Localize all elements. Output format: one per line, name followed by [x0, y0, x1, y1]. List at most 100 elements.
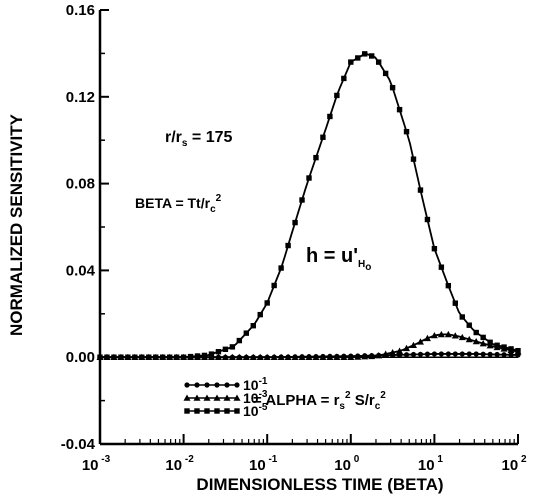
- x-tick-label: 10 2: [501, 454, 526, 474]
- data-point: [487, 339, 493, 345]
- legend-marker: [203, 394, 211, 401]
- legend-marker: [214, 382, 220, 388]
- x-tick-label: 10 -3: [82, 454, 111, 474]
- data-point: [501, 344, 507, 350]
- data-point: [320, 134, 326, 140]
- y-tick-label: 0.00: [66, 349, 95, 366]
- legend-marker: [184, 382, 190, 388]
- data-point: [242, 353, 250, 360]
- data-point: [361, 353, 369, 360]
- data-point: [445, 282, 452, 289]
- x-tick-label: 10 -1: [249, 454, 278, 474]
- data-point: [396, 347, 404, 354]
- legend-marker: [193, 394, 201, 401]
- data-point: [445, 351, 451, 357]
- data-point: [285, 242, 291, 249]
- legend-marker: [184, 408, 190, 414]
- legend-marker: [214, 408, 220, 414]
- data-point: [501, 352, 507, 358]
- data-point: [347, 353, 355, 360]
- data-point: [263, 353, 271, 360]
- data-point: [410, 156, 417, 162]
- data-point: [208, 351, 215, 357]
- legend-marker: [204, 408, 210, 414]
- data-point: [480, 351, 486, 357]
- data-point: [508, 352, 514, 358]
- data-point: [299, 197, 305, 203]
- data-point: [424, 351, 431, 357]
- data-point: [437, 330, 445, 338]
- x-axis-title: DIMENSIONLESS TIME (BETA): [196, 475, 443, 494]
- data-point: [292, 219, 298, 226]
- data-point: [166, 354, 173, 360]
- data-point: [341, 75, 347, 82]
- data-point: [438, 351, 444, 357]
- data-point: [431, 351, 437, 357]
- data-point: [305, 353, 313, 360]
- y-axis-title: NORMALIZED SENSITIVITY: [7, 113, 26, 336]
- data-point: [215, 348, 222, 355]
- data-point: [194, 353, 201, 359]
- data-point: [382, 350, 390, 357]
- data-point: [362, 51, 368, 57]
- data-point: [207, 353, 215, 360]
- data-point: [284, 353, 292, 360]
- data-point: [160, 354, 166, 360]
- data-point: [515, 347, 521, 354]
- x-tick-label: 10 0: [334, 454, 359, 474]
- y-tick-label: 0.12: [66, 89, 95, 106]
- y-tick-label: 0.04: [66, 262, 96, 279]
- series-layer: [96, 51, 522, 360]
- data-point: [306, 175, 312, 181]
- data-point: [256, 353, 264, 360]
- data-point: [187, 353, 194, 360]
- data-point: [494, 351, 500, 358]
- legend-marker: [223, 394, 231, 401]
- data-point: [111, 354, 117, 360]
- data-point: [313, 154, 319, 161]
- data-point: [466, 322, 472, 328]
- data-point: [375, 352, 383, 359]
- x-tick-label: 10 -2: [165, 454, 194, 474]
- data-point: [270, 353, 278, 360]
- data-point: [438, 264, 445, 270]
- data-point: [403, 128, 410, 135]
- data-point: [465, 335, 473, 343]
- data-point: [228, 353, 236, 360]
- data-point: [389, 84, 396, 91]
- data-point: [473, 351, 479, 357]
- data-point: [368, 352, 376, 360]
- data-point: [291, 353, 299, 360]
- data-point: [264, 300, 270, 306]
- data-point: [334, 92, 340, 99]
- legend-marker: [194, 382, 200, 388]
- data-point: [235, 353, 243, 360]
- y-axis: -0.04 0.00 0.04 0.08 0.12 0.16: [61, 2, 109, 453]
- legend-marker: [224, 382, 230, 388]
- data-point: [424, 216, 431, 223]
- y-tick-label: 0.16: [66, 2, 95, 19]
- data-point: [452, 351, 458, 357]
- data-point: [146, 354, 152, 360]
- data-point: [139, 354, 145, 360]
- data-point: [494, 342, 500, 348]
- data-point: [271, 282, 277, 289]
- data-point: [459, 351, 465, 357]
- annotation-ratio: r/rs = 175: [165, 129, 233, 149]
- data-point: [403, 344, 411, 352]
- data-point: [250, 323, 256, 329]
- legend-marker: [233, 394, 241, 401]
- data-point: [327, 113, 333, 120]
- x-axis: 10 -3 10 -2 10 -1 10 0 10 1 10 2: [82, 434, 527, 474]
- data-point: [473, 329, 479, 336]
- data-point: [382, 70, 389, 77]
- data-point: [410, 351, 417, 358]
- data-point: [417, 187, 424, 193]
- data-point: [277, 353, 285, 360]
- data-point: [221, 353, 229, 360]
- data-point: [479, 340, 487, 347]
- data-point: [417, 351, 424, 357]
- data-point: [104, 354, 110, 360]
